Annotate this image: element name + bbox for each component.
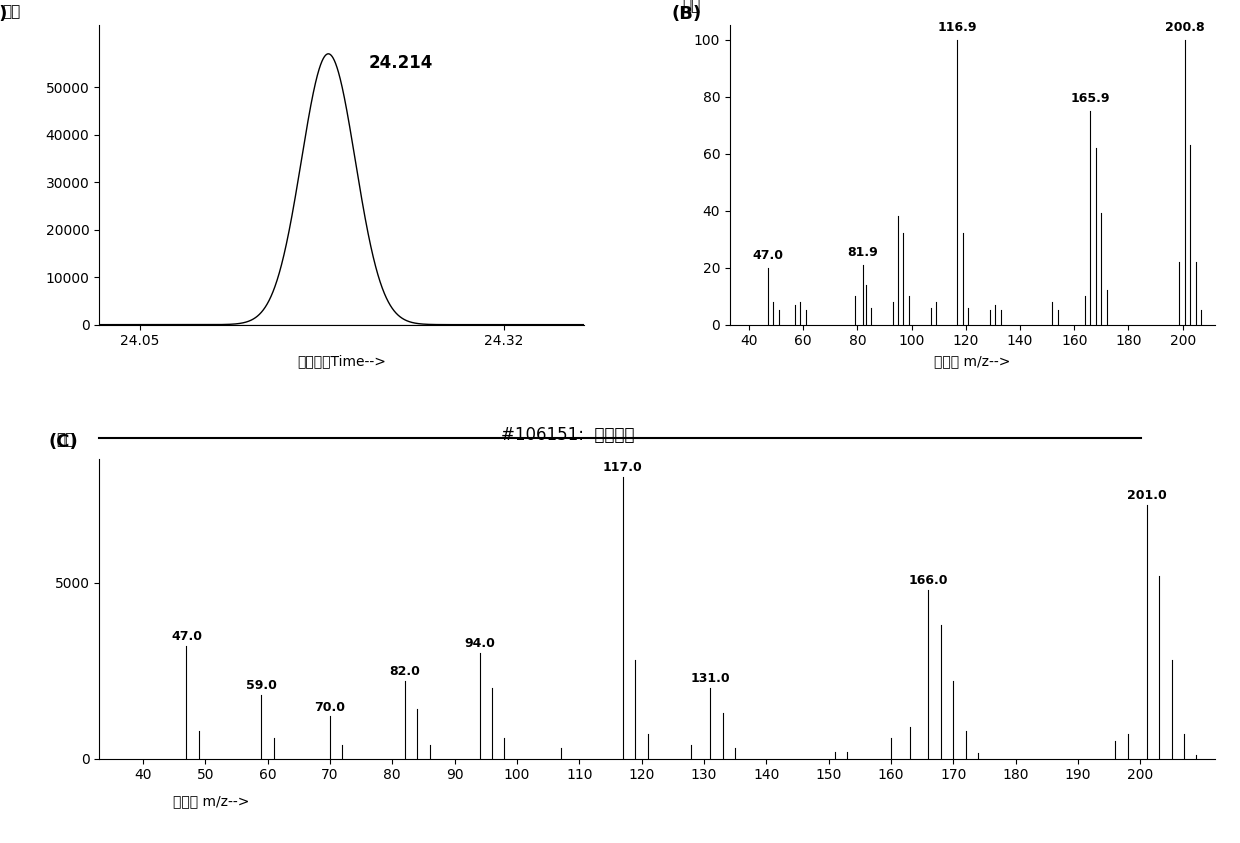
Text: 47.0: 47.0	[171, 631, 202, 643]
Text: 70.0: 70.0	[315, 701, 346, 714]
Text: 200.8: 200.8	[1166, 21, 1204, 34]
Y-axis label: 丰度: 丰度	[682, 0, 701, 13]
X-axis label: 保留时间Time-->: 保留时间Time-->	[298, 354, 386, 368]
Text: 82.0: 82.0	[389, 665, 420, 679]
Y-axis label: 响应: 响应	[2, 4, 21, 19]
Text: 81.9: 81.9	[847, 246, 878, 259]
Text: 59.0: 59.0	[246, 679, 277, 692]
Text: 166.0: 166.0	[909, 574, 949, 587]
Text: 131.0: 131.0	[691, 673, 730, 685]
Text: (C): (C)	[50, 433, 78, 451]
X-axis label: 质荷比 m/z-->: 质荷比 m/z-->	[172, 795, 249, 808]
Text: #106151:  六氯乙烷: #106151: 六氯乙烷	[501, 427, 635, 444]
Text: (B): (B)	[672, 5, 702, 24]
Text: 201.0: 201.0	[1127, 489, 1167, 502]
Text: 117.0: 117.0	[603, 461, 642, 474]
Text: 94.0: 94.0	[464, 637, 495, 650]
X-axis label: 质荷比 m/z-->: 质荷比 m/z-->	[935, 354, 1011, 368]
Y-axis label: 丰度: 丰度	[57, 432, 74, 448]
Text: 165.9: 165.9	[1070, 92, 1110, 105]
Text: 47.0: 47.0	[753, 249, 784, 262]
Text: (A): (A)	[0, 5, 9, 24]
Text: 24.214: 24.214	[368, 54, 433, 72]
Text: 116.9: 116.9	[937, 21, 977, 34]
